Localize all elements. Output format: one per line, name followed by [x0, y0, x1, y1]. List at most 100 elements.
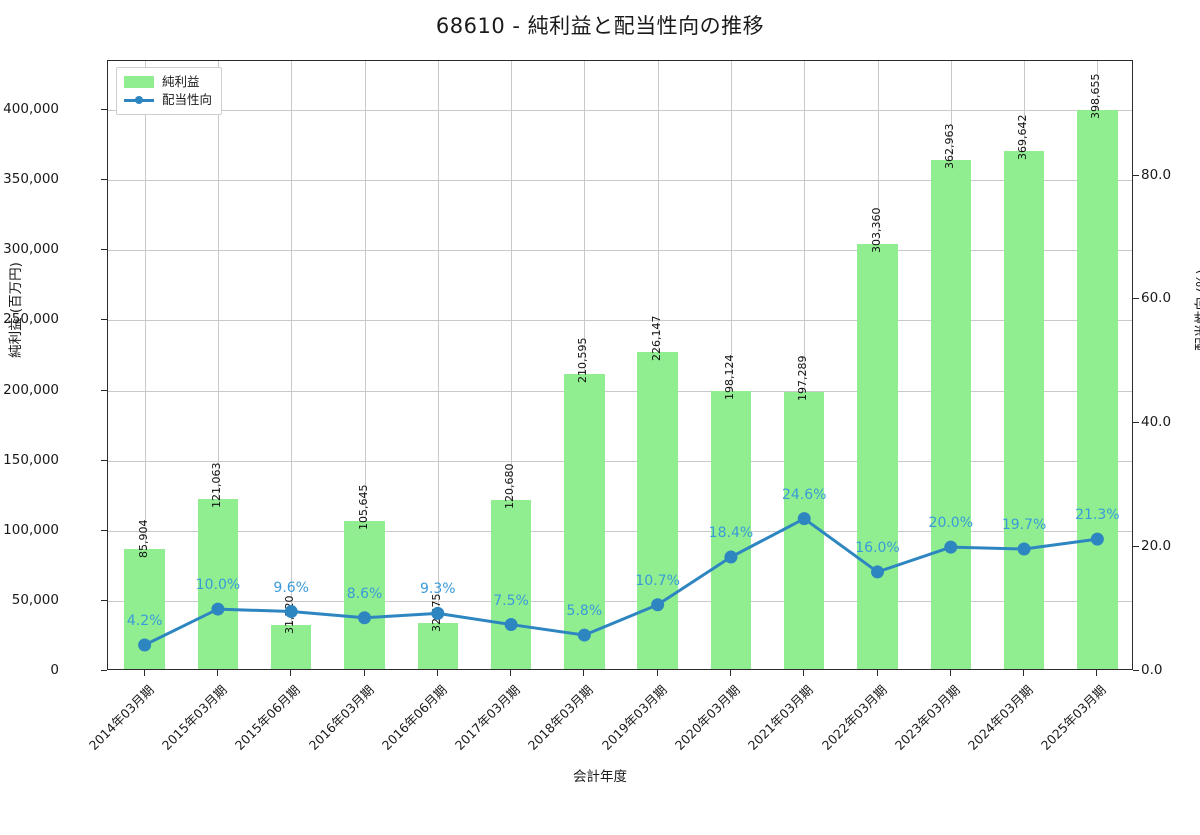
secondary-y-axis-tick-label: 80.0 [1141, 166, 1172, 183]
line-value-label: 10.0% [195, 577, 241, 594]
line-value-label: 4.2% [126, 612, 163, 629]
x-axis-tick-label: 2019年03月期 [598, 682, 670, 753]
y-axis-tick-mark [101, 179, 107, 181]
line-marker [358, 611, 371, 625]
line-value-label: 20.0% [928, 515, 974, 532]
legend-label-payout-ratio: 配当性向 [162, 92, 213, 108]
bar [271, 624, 312, 669]
line-marker [1090, 532, 1104, 546]
line-value-label: 5.8% [566, 603, 603, 620]
gridline-horizontal [108, 460, 1132, 462]
gridline-vertical [437, 61, 439, 669]
y-axis-tick-mark [101, 249, 107, 251]
line-value-label: 8.6% [346, 585, 383, 602]
bar [857, 243, 898, 669]
x-axis-tick-mark [290, 670, 292, 676]
bar [784, 392, 825, 669]
legend-label-net-income: 純利益 [162, 74, 200, 90]
bar [637, 351, 678, 669]
gridline-vertical [144, 61, 146, 669]
gridline-horizontal [108, 530, 1132, 532]
x-axis-tick-label: 2015年03月期 [158, 682, 230, 753]
x-axis-tick-mark [1023, 670, 1025, 676]
x-axis-tick-label: 2022年03月期 [818, 682, 890, 753]
gridline-vertical [511, 61, 513, 669]
y-axis-tick-mark [101, 529, 107, 531]
y-axis-tick-label: 150,000 [3, 451, 59, 468]
x-axis-tick-label: 2017年03月期 [451, 682, 523, 753]
y-axis-tick-label: 100,000 [3, 521, 59, 538]
gridline-horizontal [108, 250, 1132, 252]
secondary-y-axis-tick-mark [1133, 422, 1139, 424]
gridline-vertical [291, 61, 293, 669]
secondary-y-axis-tick-label: 0.0 [1141, 662, 1163, 678]
x-axis-tick-mark [729, 670, 731, 676]
y-axis-tick-label: 0 [50, 662, 59, 678]
x-axis-tick-mark [216, 670, 218, 676]
secondary-y-axis-label: 配当性向 (%) [1194, 269, 1200, 351]
line-value-label: 19.7% [1001, 517, 1047, 533]
chart-figure: 68610 - 純利益と配当性向の推移 純利益 (百万円) 配当性向 (%) 会… [3, 14, 1200, 785]
bar [564, 373, 605, 669]
secondary-y-axis-tick-label: 20.0 [1141, 538, 1172, 555]
x-axis-label: 会計年度 [573, 769, 627, 785]
x-axis-tick-label: 2021年03月期 [745, 682, 816, 753]
gridline-vertical [730, 61, 732, 669]
gridline-vertical [217, 61, 219, 669]
bar [930, 160, 971, 669]
line-value-label: 24.6% [781, 486, 827, 503]
y-axis-tick-mark [101, 670, 107, 671]
line-marker [577, 628, 591, 642]
gridline-vertical [364, 61, 366, 669]
bar [490, 499, 532, 669]
line-series [138, 512, 1104, 652]
y-axis-tick-mark [101, 109, 107, 111]
x-axis-tick-label: 2016年03月期 [305, 682, 377, 753]
chart-legend: 純利益 配当性向 [116, 67, 223, 115]
line-value-label: 21.3% [1075, 507, 1120, 524]
gridline-horizontal [108, 390, 1132, 392]
line-value-label: 9.6% [273, 579, 309, 596]
y-axis-tick-label: 300,000 [3, 241, 59, 258]
bar [417, 623, 458, 669]
line-marker [724, 550, 738, 564]
line-marker [431, 606, 445, 620]
legend-bar-swatch-icon [124, 76, 154, 88]
gridline-horizontal [108, 110, 1132, 112]
line-marker [504, 618, 518, 632]
x-axis-tick-mark [436, 670, 438, 676]
line-value-label: 16.0% [855, 539, 900, 556]
legend-line-marker-icon [124, 94, 154, 106]
line-marker [284, 605, 298, 619]
x-axis-tick-mark [949, 670, 951, 676]
x-axis-tick-mark [143, 670, 145, 676]
plot-area: 85,904121,06331,520105,64532,475120,6802… [107, 60, 1133, 670]
line-marker [1017, 542, 1031, 556]
secondary-y-axis-tick-label: 60.0 [1141, 290, 1172, 307]
x-axis-tick-label: 2016年06月期 [378, 682, 450, 753]
line-marker [138, 638, 152, 652]
line-marker [211, 602, 225, 616]
y-axis-tick-mark [101, 599, 107, 601]
x-axis-tick-mark [803, 670, 805, 676]
gridline-vertical [804, 61, 806, 669]
gridline-horizontal [108, 180, 1132, 182]
bar [197, 499, 239, 669]
x-axis-tick-mark [876, 670, 878, 676]
x-axis-tick-mark [656, 670, 658, 676]
chart-title: 68610 - 純利益と配当性向の推移 [435, 14, 765, 38]
y-axis-tick-mark [101, 319, 107, 321]
x-axis-tick-label: 2025年03月期 [1038, 682, 1110, 753]
bar [710, 391, 752, 669]
y-axis-tick-mark [101, 459, 107, 461]
legend-item-payout-ratio: 配当性向 [124, 91, 212, 109]
line-marker [871, 565, 884, 579]
x-axis-tick-label: 2020年03月期 [671, 682, 743, 753]
line-value-label: 7.5% [493, 592, 529, 609]
x-axis-tick-label: 2023年03月期 [891, 682, 963, 753]
line-value-label: 10.7% [635, 572, 680, 589]
x-axis-tick-mark [583, 670, 585, 676]
x-axis-tick-mark [1096, 670, 1098, 676]
bar [1003, 150, 1045, 669]
secondary-y-axis-tick-mark [1133, 174, 1139, 176]
